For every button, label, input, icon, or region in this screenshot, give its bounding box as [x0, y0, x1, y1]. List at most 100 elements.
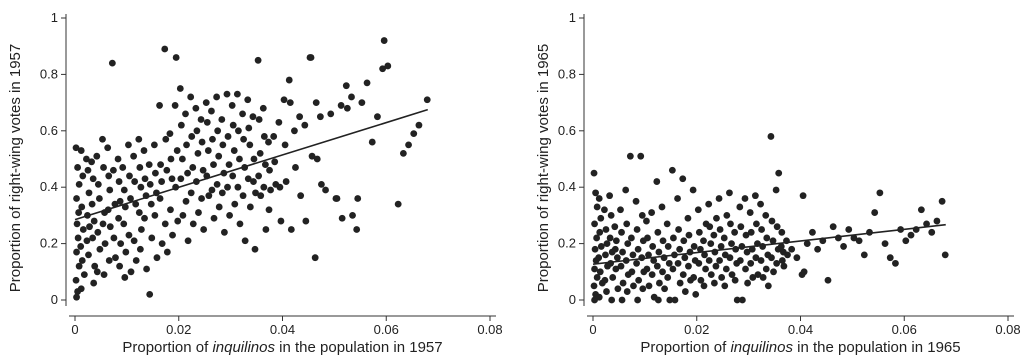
- scatter-point: [886, 254, 894, 262]
- scatter-point: [255, 172, 263, 180]
- scatter-point: [665, 259, 673, 267]
- scatter-point: [213, 180, 221, 188]
- scatter-point: [619, 279, 627, 287]
- scatter-point: [658, 203, 666, 211]
- scatter-point: [603, 240, 611, 248]
- scatter-point: [707, 240, 715, 248]
- scatter-point: [308, 152, 316, 160]
- scatter-point: [618, 296, 626, 304]
- scatter-point: [736, 203, 744, 211]
- scatter-point: [741, 195, 749, 202]
- scatter-point: [845, 226, 853, 233]
- scatter-point: [145, 161, 153, 169]
- scatter-point: [892, 259, 899, 267]
- scatter-point: [622, 186, 630, 194]
- scatter-point: [754, 271, 762, 279]
- scatter-point: [126, 172, 133, 180]
- scatter-point: [611, 223, 619, 231]
- scatter-point: [762, 212, 770, 219]
- scatter-point: [93, 152, 101, 160]
- scatter-point: [93, 268, 101, 276]
- scatter-point: [260, 133, 268, 140]
- scatter-point: [655, 248, 663, 256]
- scatter-point: [85, 189, 93, 197]
- scatter-point: [267, 186, 274, 194]
- scatter-point: [602, 251, 609, 259]
- x-axis-title: Proportion of inquilinos in the populati…: [640, 339, 960, 356]
- scatter-point: [384, 62, 392, 70]
- scatter-point: [251, 245, 259, 253]
- x-axis-title-post: in the population in 1957: [275, 339, 443, 356]
- scatter-point: [171, 102, 179, 109]
- scatter-point: [731, 276, 739, 284]
- scatter-point: [197, 116, 205, 123]
- scatter-point: [221, 228, 228, 236]
- scatter-point: [595, 195, 603, 202]
- scatter-point: [281, 141, 289, 149]
- scatter-point: [229, 121, 237, 129]
- x-axis-title-em: inquilinos: [212, 339, 275, 356]
- scatter-point: [255, 116, 263, 123]
- scatter-point: [348, 93, 355, 101]
- scatter-point: [229, 172, 237, 180]
- scatter-point: [757, 257, 765, 264]
- scatter-point: [153, 254, 161, 262]
- scatter-point: [751, 192, 759, 200]
- scatter-point: [593, 234, 601, 242]
- scatter-point: [105, 172, 113, 180]
- scatter-point: [668, 166, 676, 174]
- scatter-point: [639, 285, 647, 293]
- scatter-point: [780, 262, 788, 270]
- scatter-point: [256, 149, 264, 157]
- scatter-point: [759, 274, 767, 281]
- scatter-point: [746, 209, 754, 216]
- scatter-point: [674, 259, 682, 267]
- scatter-point: [166, 130, 174, 138]
- scatter-point: [814, 245, 822, 253]
- scatter-point: [702, 265, 709, 273]
- scatter-point: [663, 220, 671, 228]
- scatter-point: [146, 180, 154, 188]
- scatter-point: [788, 245, 796, 253]
- scatter-point: [633, 226, 641, 233]
- scatter-point: [871, 209, 879, 216]
- y-tick-label: 0: [51, 292, 58, 307]
- scatter-point: [286, 99, 294, 106]
- scatter-point: [591, 245, 599, 253]
- scatter-point: [84, 166, 92, 174]
- scatter-point: [679, 271, 687, 279]
- scatter-point: [638, 212, 646, 219]
- scatter-point: [354, 195, 362, 202]
- scatter-point: [246, 203, 254, 211]
- scatter-point: [277, 217, 285, 225]
- x-tick-label: 0.06: [892, 322, 917, 337]
- scatter-point: [120, 186, 128, 194]
- scatter-point: [611, 245, 619, 253]
- scatter-point: [399, 149, 407, 157]
- y-tick-label: 0.4: [40, 179, 58, 194]
- scatter-point: [850, 234, 858, 242]
- scatter-point: [120, 220, 128, 228]
- scatter-point: [736, 257, 744, 264]
- scatter-point: [938, 197, 946, 205]
- scatter-point: [224, 133, 232, 140]
- scatter-point: [215, 152, 223, 160]
- scatter-point: [759, 243, 767, 250]
- scatter-point: [117, 240, 125, 248]
- scatter-point: [225, 161, 233, 169]
- scatter-point: [146, 290, 154, 298]
- scatter-point: [275, 118, 283, 126]
- scatter-point: [793, 254, 801, 262]
- scatter-point: [218, 116, 226, 123]
- scatter-point: [941, 251, 949, 259]
- x-tick-label: 0.02: [166, 322, 191, 337]
- x-tick-label: 0.04: [270, 322, 295, 337]
- scatter-point: [240, 135, 247, 143]
- scatter-point: [94, 228, 102, 236]
- scatter-point: [368, 138, 376, 146]
- scatter-point: [394, 200, 402, 208]
- scatter-point: [187, 93, 195, 101]
- scatter-point: [654, 296, 662, 304]
- scatter-point: [80, 271, 88, 279]
- scatter-point: [161, 220, 169, 228]
